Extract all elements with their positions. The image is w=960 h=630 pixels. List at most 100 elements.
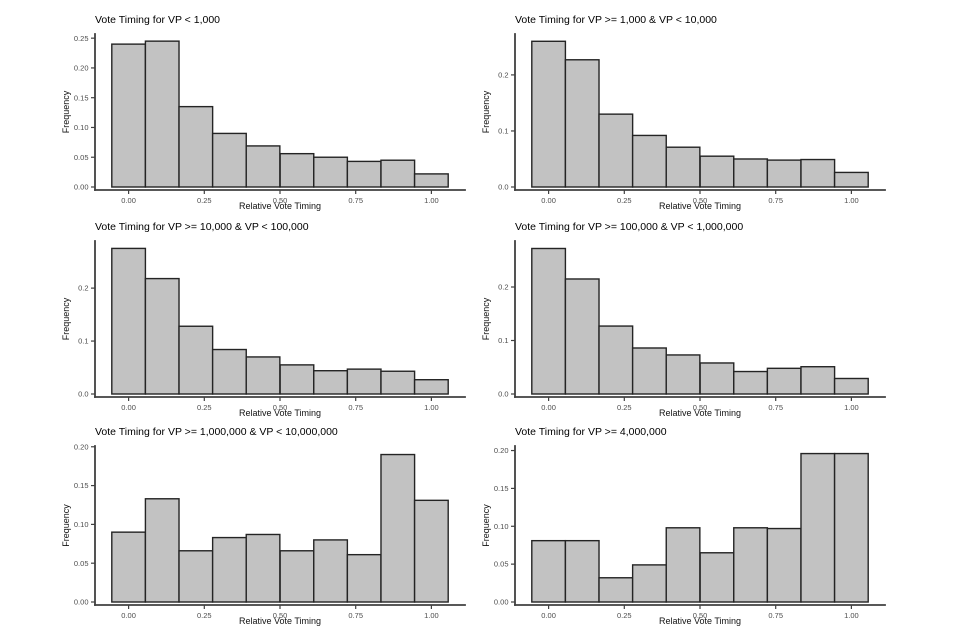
x-tick-label: 1.00 bbox=[424, 403, 439, 412]
histogram-bar bbox=[800, 158, 836, 188]
y-tick-label: 0.10 bbox=[74, 123, 89, 132]
x-tick-label: 0.25 bbox=[617, 403, 632, 412]
histogram-bar bbox=[699, 362, 735, 395]
y-tick-label: 0.1 bbox=[498, 127, 508, 136]
y-axis-title: Frequency bbox=[481, 297, 491, 340]
histogram-bar bbox=[245, 533, 281, 603]
y-axis-title: Frequency bbox=[61, 297, 71, 340]
x-tick-label: 0.00 bbox=[121, 611, 136, 620]
y-tick-label: 0.15 bbox=[74, 481, 89, 490]
histogram-bar bbox=[800, 366, 836, 395]
y-tick-label: 0.20 bbox=[494, 446, 509, 455]
histogram-bar bbox=[766, 527, 802, 603]
histogram-bar bbox=[833, 452, 869, 603]
y-axis-title: Frequency bbox=[481, 504, 491, 547]
chart-title: Vote Timing for VP >= 1,000,000 & VP < 1… bbox=[95, 426, 338, 438]
chart-title: Vote Timing for VP >= 4,000,000 bbox=[515, 426, 667, 438]
histogram-bar bbox=[733, 527, 769, 603]
histogram-chart-4: Vote Timing for VP >= 100,000 & VP < 1,0… bbox=[480, 215, 900, 420]
chart-canvas: Vote Timing for VP >= 4,000,000 0.00 0.05 0… bbox=[481, 426, 886, 626]
x-tick-label: 0.50 bbox=[273, 196, 288, 205]
histogram-bar bbox=[699, 155, 735, 188]
x-tick-label: 0.75 bbox=[348, 611, 363, 620]
histogram-bar bbox=[564, 539, 600, 603]
histogram-bar bbox=[346, 160, 382, 188]
histogram-chart-2: Vote Timing for VP >= 1,000 & VP < 10,00… bbox=[480, 8, 900, 215]
chart-canvas: Vote Timing for VP >= 10,000 & VP < 100,… bbox=[61, 221, 466, 418]
histogram-bar bbox=[531, 40, 567, 188]
y-axis-title: Frequency bbox=[61, 504, 71, 547]
x-axis-title: Relative Vote Timing bbox=[659, 616, 741, 626]
y-tick-label: 0.05 bbox=[494, 560, 509, 569]
chart-canvas: Vote Timing for VP >= 1,000,000 & VP < 1… bbox=[61, 426, 466, 626]
histogram-bar bbox=[111, 531, 147, 603]
x-tick-label: 0.75 bbox=[768, 611, 783, 620]
y-tick-label: 0.05 bbox=[74, 153, 89, 162]
histogram-bar bbox=[279, 550, 315, 603]
histogram-bar bbox=[598, 113, 634, 188]
histogram-bar bbox=[800, 452, 836, 603]
y-axis-title: Frequency bbox=[61, 90, 71, 133]
histogram-bar bbox=[144, 40, 180, 188]
histogram-bar bbox=[211, 132, 247, 188]
x-tick-label: 1.00 bbox=[844, 611, 859, 620]
x-tick-label: 0.50 bbox=[693, 611, 708, 620]
chart-canvas: Vote Timing for VP < 1,000 0.00 0.05 0.10 0.… bbox=[61, 14, 466, 211]
histogram-bar bbox=[598, 325, 634, 395]
histogram-bar bbox=[144, 498, 180, 603]
histogram-bar bbox=[313, 156, 349, 188]
histogram-bar bbox=[413, 499, 449, 603]
x-tick-label: 0.75 bbox=[348, 403, 363, 412]
y-tick-label: 0.10 bbox=[74, 520, 89, 529]
histogram-bar bbox=[766, 367, 802, 395]
chart-title: Vote Timing for VP >= 1,000 & VP < 10,00… bbox=[515, 14, 717, 26]
x-tick-label: 0.50 bbox=[273, 611, 288, 620]
histogram-bar bbox=[733, 370, 769, 395]
histogram-bar bbox=[631, 347, 667, 395]
x-tick-label: 0.75 bbox=[768, 403, 783, 412]
x-tick-label: 1.00 bbox=[844, 196, 859, 205]
y-tick-label: 0.0 bbox=[78, 390, 88, 399]
histogram-bar bbox=[346, 553, 382, 603]
x-tick-label: 0.50 bbox=[693, 196, 708, 205]
y-tick-label: 0.1 bbox=[78, 337, 88, 346]
histogram-bar bbox=[245, 145, 281, 188]
x-axis-title: Relative Vote Timing bbox=[239, 616, 321, 626]
histogram-bar bbox=[598, 577, 634, 603]
y-tick-label: 0.1 bbox=[498, 336, 508, 345]
y-tick-label: 0.0 bbox=[498, 390, 508, 399]
histogram-bar bbox=[178, 105, 214, 188]
x-tick-label: 1.00 bbox=[844, 403, 859, 412]
histogram-bar bbox=[144, 277, 180, 395]
y-tick-label: 0.20 bbox=[74, 64, 89, 73]
histogram-bar bbox=[531, 539, 567, 603]
histogram-bar bbox=[279, 152, 315, 188]
y-tick-label: 0.00 bbox=[74, 183, 89, 192]
y-tick-label: 0.15 bbox=[74, 93, 89, 102]
x-tick-label: 0.25 bbox=[197, 403, 212, 412]
histogram-bar bbox=[531, 247, 567, 395]
histogram-bar bbox=[766, 159, 802, 188]
histogram-bar bbox=[178, 550, 214, 603]
y-tick-label: 0.05 bbox=[74, 559, 89, 568]
histogram-chart-3: Vote Timing for VP >= 10,000 & VP < 100,… bbox=[60, 215, 480, 420]
x-tick-label: 1.00 bbox=[424, 611, 439, 620]
histogram-bar bbox=[564, 278, 600, 395]
x-tick-label: 1.00 bbox=[424, 196, 439, 205]
x-tick-label: 0.50 bbox=[693, 403, 708, 412]
chart-title: Vote Timing for VP >= 100,000 & VP < 1,0… bbox=[515, 221, 743, 233]
histogram-bar bbox=[313, 370, 349, 395]
y-tick-label: 0.00 bbox=[74, 598, 89, 607]
histogram-bar bbox=[211, 348, 247, 395]
histogram-bar bbox=[380, 159, 416, 188]
y-tick-label: 0.0 bbox=[498, 183, 508, 192]
histogram-bar bbox=[665, 354, 701, 395]
x-tick-label: 0.75 bbox=[348, 196, 363, 205]
histogram-bar bbox=[631, 134, 667, 188]
histogram-bar bbox=[279, 364, 315, 395]
histogram-bar bbox=[699, 552, 735, 603]
histogram-bar bbox=[733, 158, 769, 188]
chart-canvas: Vote Timing for VP >= 1,000 & VP < 10,00… bbox=[481, 14, 886, 211]
histogram-bar bbox=[178, 325, 214, 395]
